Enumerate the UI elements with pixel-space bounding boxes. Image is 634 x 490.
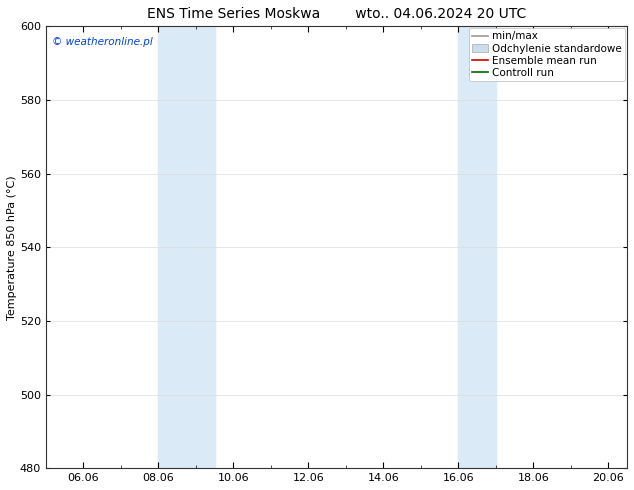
Text: © weatheronline.pl: © weatheronline.pl <box>51 37 152 48</box>
Title: ENS Time Series Moskwa        wto.. 04.06.2024 20 UTC: ENS Time Series Moskwa wto.. 04.06.2024 … <box>147 7 526 21</box>
Bar <box>158 26 214 468</box>
Y-axis label: Temperature 850 hPa (°C): Temperature 850 hPa (°C) <box>7 175 17 319</box>
Bar <box>458 26 496 468</box>
Legend: min/max, Odchylenie standardowe, Ensemble mean run, Controll run: min/max, Odchylenie standardowe, Ensembl… <box>469 28 625 81</box>
